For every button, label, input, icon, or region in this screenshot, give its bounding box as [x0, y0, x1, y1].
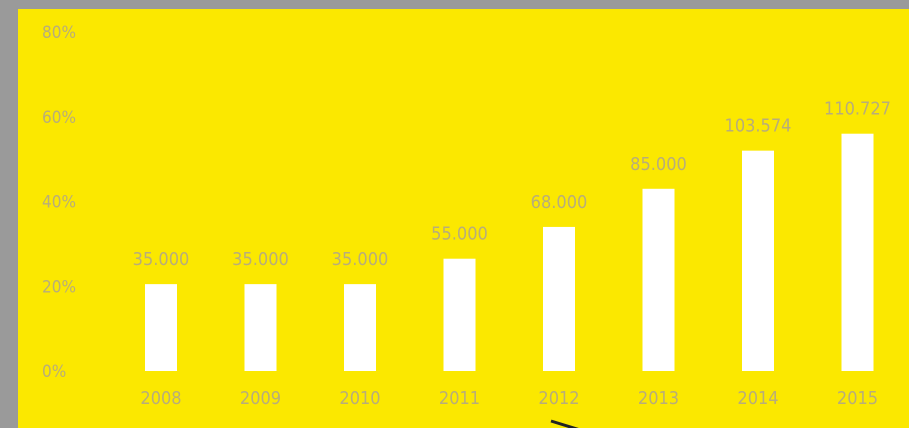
- data-labels: 35.000 35.000 35.000 55.000 68.000 85.000 103.…: [133, 99, 891, 270]
- bar-2009: [244, 284, 277, 371]
- data-label-2011: 55.000: [431, 224, 488, 245]
- x-tick-label-2010: 2010: [339, 388, 380, 409]
- bar-2013: [642, 188, 675, 371]
- data-label-2012: 68.000: [531, 192, 588, 213]
- x-axis-labels: 2008 2009 2010 2011 2012 2013 2014 2015: [140, 388, 878, 409]
- x-tick-label-2011: 2011: [439, 388, 480, 409]
- bar-2011: [443, 258, 476, 371]
- bar-2015: [841, 133, 874, 371]
- bar-2008: [145, 284, 177, 371]
- bar-2010: [344, 284, 376, 371]
- x-tick-label-2014: 2014: [737, 388, 778, 409]
- data-label-2014: 103.574: [725, 116, 792, 137]
- x-tick-label-2008: 2008: [140, 388, 181, 409]
- x-tick-label-2012: 2012: [538, 388, 579, 409]
- y-tick-label: 40%: [42, 193, 76, 213]
- x-tick-label-2009: 2009: [240, 388, 281, 409]
- x-tick-label-2015: 2015: [837, 388, 878, 409]
- y-tick-label: 0%: [42, 362, 66, 382]
- data-label-2010: 35.000: [332, 249, 389, 270]
- bar-chart: 0% 20% 40% 60% 80% 35.000 35.000 35.000 55.000 6…: [18, 9, 909, 428]
- chart-canvas: 0% 20% 40% 60% 80% 35.000 35.000 35.000 55.000 6…: [18, 9, 909, 428]
- bars: [145, 133, 874, 371]
- data-label-2009: 35.000: [232, 249, 289, 270]
- data-label-2015: 110.727: [824, 99, 891, 120]
- y-tick-label: 80%: [42, 23, 76, 43]
- bar-2012: [543, 226, 575, 371]
- data-label-2008: 35.000: [133, 249, 190, 270]
- y-tick-label: 20%: [42, 277, 76, 297]
- y-tick-label: 60%: [42, 108, 76, 128]
- pointer-line: [550, 419, 579, 428]
- bar-2014: [742, 150, 774, 371]
- y-axis-ticks: 0% 20% 40% 60% 80%: [42, 23, 76, 382]
- x-tick-label-2013: 2013: [638, 388, 679, 409]
- data-label-2013: 85.000: [630, 154, 687, 175]
